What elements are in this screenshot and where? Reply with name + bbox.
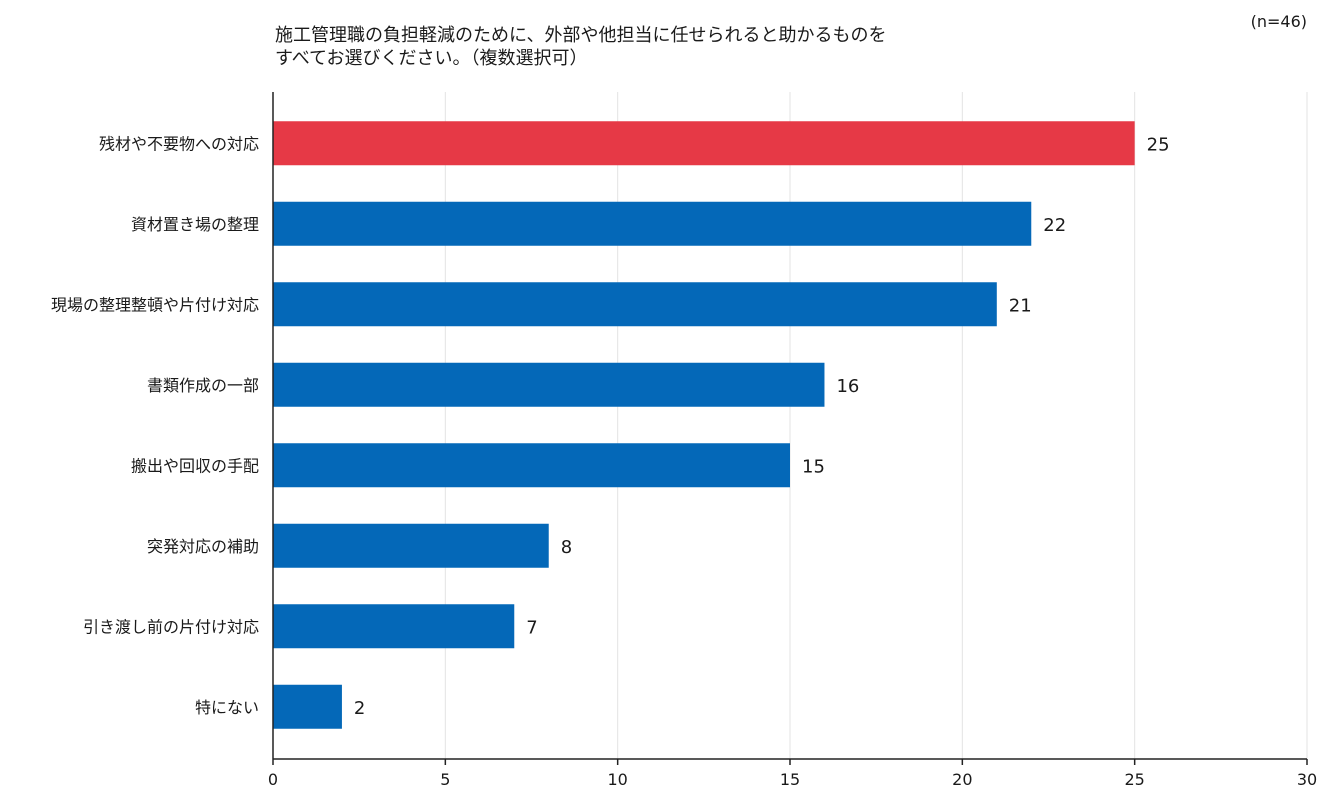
data-label: 16	[836, 376, 859, 397]
data-label: 21	[1009, 295, 1032, 316]
x-tick-label: 25	[1124, 770, 1144, 789]
bar	[273, 684, 342, 729]
x-tick-label: 15	[780, 770, 800, 789]
data-label: 8	[561, 537, 572, 558]
data-label: 2	[354, 698, 365, 719]
bar	[273, 282, 997, 327]
category-label: 残材や不要物への対応	[99, 134, 259, 153]
category-label: 現場の整理整頓や片付け対応	[51, 295, 259, 314]
category-label: 書類作成の一部	[147, 376, 259, 395]
x-tick-label: 0	[268, 770, 278, 789]
data-label: 15	[802, 456, 825, 477]
x-tick-label: 30	[1297, 770, 1317, 789]
x-tick-label: 10	[607, 770, 627, 789]
data-label: 22	[1043, 215, 1066, 236]
chart-title-line-1: 施工管理職の負担軽減のために、外部や他担当に任せられると助かるものを	[275, 25, 887, 46]
category-label: 引き渡し前の片付け対応	[83, 617, 259, 636]
category-label: 搬出や回収の手配	[131, 456, 259, 475]
bar	[273, 362, 825, 407]
category-label: 特にない	[195, 698, 259, 717]
category-label: 資材置き場の整理	[131, 215, 259, 234]
data-label: 25	[1147, 134, 1170, 155]
data-label: 7	[526, 617, 537, 638]
bar	[273, 604, 515, 649]
bar	[273, 121, 1135, 166]
bar	[273, 523, 549, 568]
chart-title-line-2: すべてお選びください。（複数選択可）	[275, 48, 588, 69]
bar	[273, 201, 1032, 246]
chart-title: 施工管理職の負担軽減のために、外部や他担当に任せられると助かるものを すべてお選…	[275, 24, 1035, 70]
category-label: 突発対応の補助	[147, 537, 259, 556]
bar	[273, 443, 790, 488]
sample-size-label: (n=46)	[1250, 12, 1307, 31]
x-tick-label: 20	[952, 770, 972, 789]
x-tick-label: 5	[440, 770, 450, 789]
